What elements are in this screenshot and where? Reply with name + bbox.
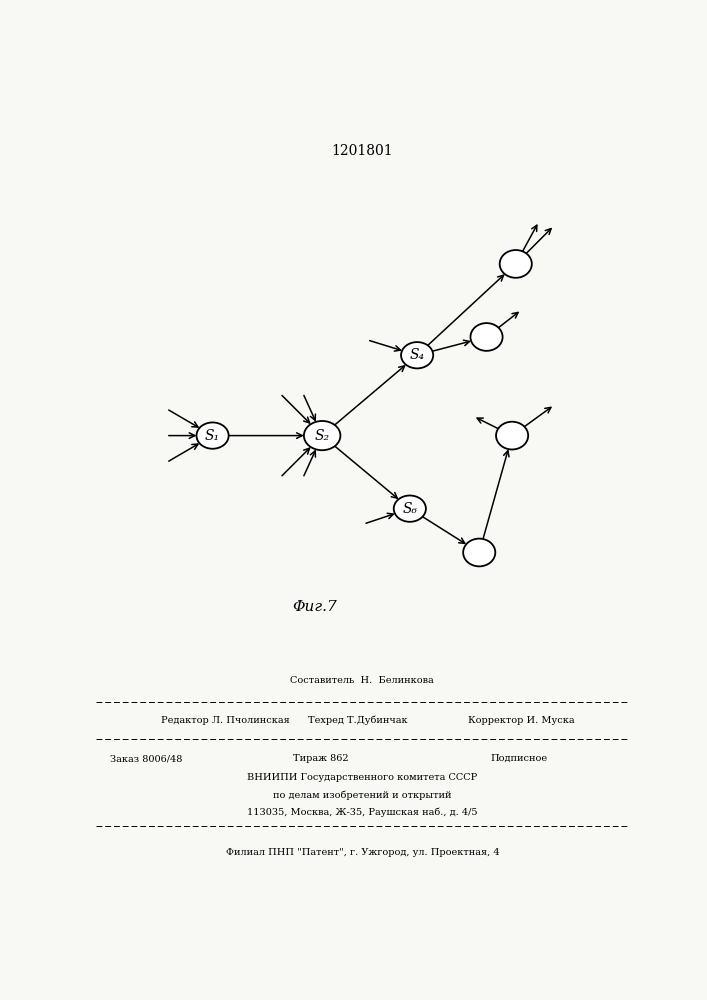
Text: Техред Т.Дубинчак: Техред Т.Дубинчак	[308, 716, 407, 725]
Text: Тираж 862: Тираж 862	[293, 754, 349, 763]
Text: Редактор Л. Пчолинская: Редактор Л. Пчолинская	[161, 716, 290, 725]
Text: S₁: S₁	[205, 429, 220, 443]
Text: Филиал ПНП "Патент", г. Ужгород, ул. Проектная, 4: Филиал ПНП "Патент", г. Ужгород, ул. Про…	[226, 848, 499, 857]
Text: по делам изобретений и открытий: по делам изобретений и открытий	[273, 790, 452, 800]
Ellipse shape	[304, 421, 341, 450]
Ellipse shape	[394, 496, 426, 522]
Text: S₂: S₂	[315, 429, 329, 443]
Ellipse shape	[401, 342, 433, 368]
Text: Составитель  Н.  Белинкова: Составитель Н. Белинкова	[291, 676, 434, 685]
Text: Φиг.7: Φиг.7	[293, 600, 337, 614]
Text: Корректор И. Муска: Корректор И. Муска	[468, 716, 575, 725]
Text: S₄: S₄	[409, 348, 425, 362]
Ellipse shape	[470, 323, 503, 351]
Text: ВНИИПИ Государственного комитета СССР: ВНИИПИ Государственного комитета СССР	[247, 773, 477, 782]
Ellipse shape	[496, 422, 528, 449]
Ellipse shape	[197, 422, 228, 449]
Text: Заказ 8006/48: Заказ 8006/48	[110, 754, 182, 763]
Text: 1201801: 1201801	[332, 144, 393, 158]
Text: S₆: S₆	[402, 502, 417, 516]
Text: Подписное: Подписное	[490, 754, 547, 763]
Text: 113035, Москва, Ж-35, Раушская наб., д. 4/5: 113035, Москва, Ж-35, Раушская наб., д. …	[247, 808, 478, 817]
Ellipse shape	[500, 250, 532, 278]
Ellipse shape	[463, 539, 496, 566]
